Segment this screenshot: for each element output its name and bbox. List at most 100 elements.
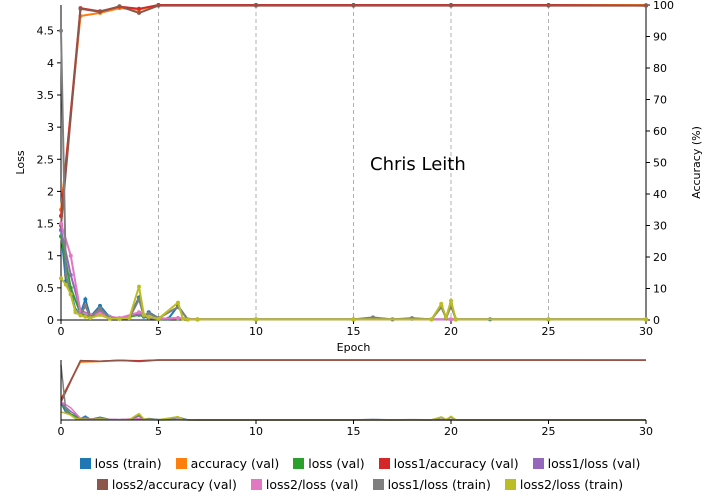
data-point-loss2-loss-train	[141, 312, 146, 317]
data-point-loss1-loss-train	[63, 273, 68, 277]
y-left-tick-label: 3	[47, 121, 54, 134]
legend-label: loss (train)	[94, 456, 162, 471]
y-left-tick-label: 4.5	[37, 25, 55, 38]
x-tick-label: 20	[444, 325, 458, 338]
overview-x-tick-label: 10	[249, 425, 263, 438]
data-point-loss2-loss-train	[185, 317, 190, 322]
legend-item-loss-train[interactable]: loss (train)	[79, 456, 162, 471]
y-left-tick-label: 2	[47, 185, 54, 198]
data-point-loss2-loss-train	[117, 316, 122, 321]
overview-line-loss-val	[60, 403, 646, 421]
legend-swatch	[79, 458, 91, 469]
data-point-loss2-accuracy-val	[98, 9, 102, 14]
y-left-tick-label: 2.5	[37, 153, 55, 166]
legend-label: loss1/accuracy (val)	[393, 456, 519, 471]
legend-swatch	[250, 479, 262, 490]
data-point-loss2-loss-train	[444, 315, 449, 320]
legend-swatch	[175, 458, 187, 469]
y-axis-left-label: Loss	[14, 150, 27, 174]
overview-x-tick-label: 20	[444, 425, 458, 438]
legend-swatch	[504, 479, 516, 490]
overview-line-loss1-loss-val	[60, 402, 646, 421]
legend-item-loss2-loss-val[interactable]: loss2/loss (val)	[250, 477, 359, 492]
data-point-loss1-loss-train	[83, 303, 88, 308]
y-left-tick-label: 0	[47, 314, 54, 327]
x-tick-label: 15	[347, 325, 361, 338]
overview-x-tick-label: 5	[155, 425, 162, 438]
y-right-tick-label: 30	[653, 220, 667, 233]
main-plot: 0 5 10 15 20 25 3000.511.522.533.544.501020304…	[14, 0, 703, 354]
data-point-loss1-loss-train	[98, 306, 102, 311]
legend-item-accuracy-val[interactable]: accuracy (val)	[175, 456, 280, 471]
legend-swatch	[96, 479, 108, 490]
overview-x-tick-label: 25	[542, 425, 556, 438]
data-point-loss2-loss-train	[439, 301, 444, 306]
data-point-loss2-loss-train	[546, 317, 551, 322]
data-point-loss2-accuracy-val	[449, 3, 453, 8]
overview-line-loss2-loss-train	[60, 411, 646, 421]
legend-item-loss2-accuracy-val[interactable]: loss2/accuracy (val)	[96, 477, 237, 492]
y-right-tick-label: 0	[653, 314, 660, 327]
x-tick-label: 30	[639, 325, 653, 338]
data-point-loss2-loss-train	[195, 317, 200, 322]
legend-item-loss-val[interactable]: loss (val)	[293, 456, 365, 471]
data-point-loss2-loss-train	[449, 298, 453, 303]
data-point-loss2-accuracy-val	[546, 3, 551, 8]
overview-line-loss2-loss-val	[60, 400, 646, 421]
legend-swatch	[378, 458, 390, 469]
x-tick-label: 0	[58, 325, 65, 338]
data-point-loss2-accuracy-val	[78, 6, 83, 11]
x-tick-label: 25	[542, 325, 556, 338]
data-point-loss1-loss-train	[146, 311, 151, 316]
legend-row: loss2/accuracy (val) loss2/loss (val) loss…	[60, 477, 660, 492]
legend-label: loss1/loss (val)	[547, 456, 641, 471]
y-right-tick-label: 40	[653, 188, 667, 201]
data-point-loss2-loss-train	[68, 292, 73, 297]
data-point-loss2-loss-train	[351, 317, 356, 322]
overview-plot[interactable]: 0 5 10 15 20 25 30	[58, 359, 654, 438]
legend-item-loss1-loss-val[interactable]: loss1/loss (val)	[532, 456, 641, 471]
series-line-loss2-accuracy-val	[60, 4, 646, 226]
y-right-tick-label: 20	[653, 251, 667, 264]
data-point-loss2-loss-train	[73, 310, 78, 315]
y-right-tick-label: 80	[653, 62, 667, 75]
y-left-tick-label: 4	[47, 57, 54, 70]
legend-row: loss (train) accuracy (val) loss (val) loss…	[60, 456, 660, 471]
data-point-loss1-loss-train	[137, 297, 141, 302]
data-point-loss2-loss-val	[59, 221, 63, 226]
y-right-tick-label: 50	[653, 157, 667, 170]
data-point-loss2-accuracy-val	[117, 4, 122, 9]
overview-line-loss2-accuracy-val	[60, 359, 646, 403]
legend-label: loss2/accuracy (val)	[111, 477, 237, 492]
x-axis-label: Epoch	[337, 341, 371, 354]
y-right-tick-label: 100	[653, 0, 674, 12]
legend-label: accuracy (val)	[190, 456, 280, 471]
y-left-tick-label: 1.5	[37, 218, 55, 231]
data-point-loss2-loss-val	[176, 316, 180, 321]
overview-brush-area[interactable]	[61, 360, 646, 420]
data-point-loss1-accuracy-val	[137, 6, 141, 11]
data-point-loss2-loss-val	[449, 317, 453, 322]
data-point-loss2-loss-train	[78, 313, 83, 318]
y-right-tick-label: 10	[653, 283, 667, 296]
data-point-loss2-loss-train	[107, 316, 112, 321]
data-point-loss2-accuracy-val	[156, 3, 161, 8]
data-point-loss2-loss-train	[137, 284, 141, 289]
legend-item-loss1-loss-train[interactable]: loss1/loss (train)	[372, 477, 491, 492]
data-point-loss2-loss-val	[137, 310, 141, 315]
y-right-tick-label: 60	[653, 125, 667, 138]
y-left-tick-label: 0.5	[37, 282, 55, 295]
legend: loss (train) accuracy (val) loss (val) loss…	[60, 456, 660, 498]
legend-item-loss2-loss-train[interactable]: loss2/loss (train)	[504, 477, 623, 492]
overview-x-tick-label: 0	[58, 425, 65, 438]
overview-x-tick-label: 30	[639, 425, 653, 438]
x-tick-label: 10	[249, 325, 263, 338]
data-point-loss1-loss-train	[59, 28, 63, 33]
legend-label: loss (val)	[308, 456, 365, 471]
data-point-loss2-loss-train	[146, 314, 151, 319]
legend-label: loss2/loss (val)	[265, 477, 359, 492]
legend-item-loss1-accuracy-val[interactable]: loss1/accuracy (val)	[378, 456, 519, 471]
data-point-loss2-loss-train	[83, 314, 88, 319]
data-point-loss2-loss-train	[88, 316, 93, 321]
